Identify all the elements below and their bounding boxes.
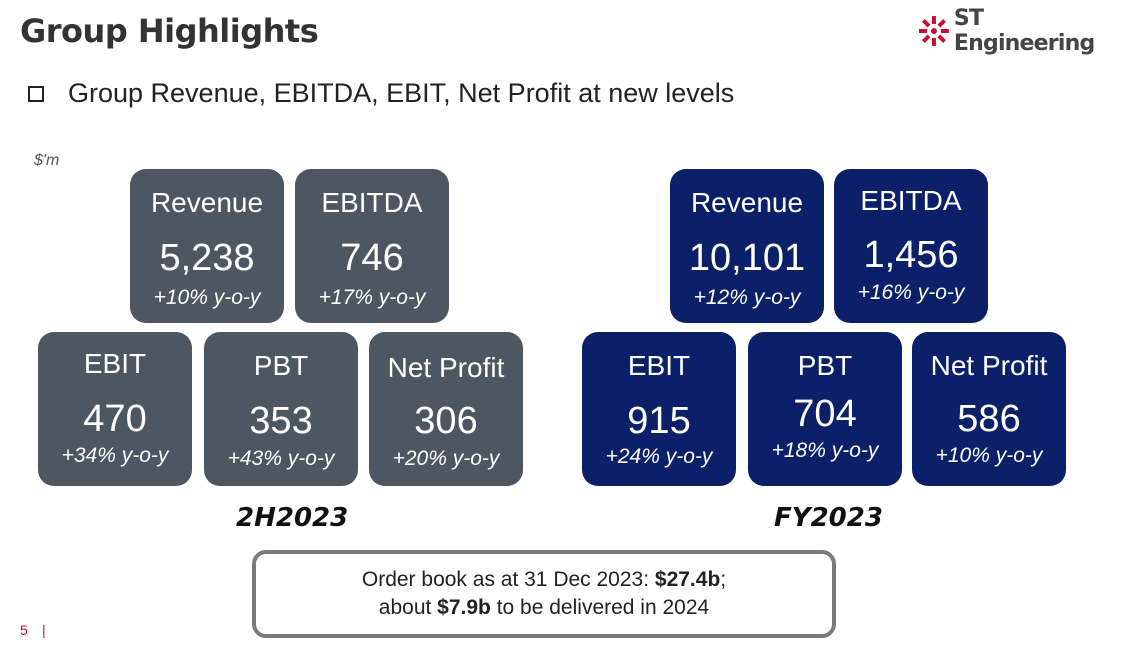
checkbox-bullet-icon: [28, 85, 44, 102]
h2-pbt-tile: PBT 353 +43% y-o-y: [204, 332, 358, 486]
tile-label: EBITDA: [860, 185, 962, 216]
page-separator: |: [42, 622, 46, 638]
tile-value: 306: [414, 400, 478, 442]
tile-change: +34% y-o-y: [61, 444, 169, 467]
tile-value: 10,101: [688, 237, 806, 279]
delivery-amount: $7.9b: [437, 596, 491, 619]
order-book-callout: Order book as at 31 Dec 2023: $27.4b; ab…: [252, 550, 836, 638]
tile-label: PBT: [253, 350, 309, 381]
order-book-amount: $27.4b: [654, 568, 721, 591]
tile-label: Revenue: [150, 187, 264, 218]
tile-value: 470: [83, 398, 147, 440]
fy-net-profit-tile: Net Profit 586 +10% y-o-y: [912, 332, 1066, 486]
tile-value: 704: [793, 393, 857, 435]
h2-ebitda-tile: EBITDA 746 +17% y-o-y: [295, 169, 449, 323]
delivery-text-suffix: to be delivered in 2024: [490, 596, 710, 619]
tile-change: +17% y-o-y: [318, 286, 426, 309]
tile-label: EBIT: [83, 348, 147, 379]
fy-pbt-tile: PBT 704 +18% y-o-y: [748, 332, 902, 486]
tile-label: Net Profit: [930, 350, 1048, 381]
tile-value: 1,456: [863, 234, 959, 276]
tile-value: 5,238: [159, 237, 255, 279]
h2-period-label: 2H2023: [236, 503, 349, 533]
tile-change: +20% y-o-y: [392, 447, 500, 470]
tile-change: +16% y-o-y: [857, 281, 965, 304]
tile-value: 746: [340, 237, 404, 279]
tile-label: EBITDA: [321, 187, 423, 218]
delivery-text-prefix: about: [378, 596, 438, 619]
page-number: 5: [20, 622, 28, 638]
tile-change: +43% y-o-y: [227, 447, 335, 470]
h2-net-profit-tile: Net Profit 306 +20% y-o-y: [369, 332, 523, 486]
tile-change: +24% y-o-y: [605, 445, 713, 468]
tile-label: PBT: [797, 350, 853, 381]
h2-revenue-tile: Revenue 5,238 +10% y-o-y: [130, 169, 284, 323]
tile-label: EBIT: [627, 350, 691, 381]
logo-text: ST Engineering: [953, 6, 1095, 56]
tile-value: 586: [957, 398, 1021, 440]
tile-value: 915: [627, 400, 691, 442]
tile-change: +18% y-o-y: [771, 439, 879, 462]
fy-ebitda-tile: EBITDA 1,456 +16% y-o-y: [834, 169, 988, 323]
headline-text: Group Revenue, EBITDA, EBIT, Net Profit …: [68, 78, 735, 108]
tile-label: Net Profit: [387, 352, 505, 383]
h2-ebit-tile: EBIT 470 +34% y-o-y: [38, 332, 192, 486]
tile-change: +10% y-o-y: [935, 444, 1043, 467]
order-book-line-2: about $7.9b to be delivered in 2024: [256, 594, 832, 622]
order-book-text: Order book as at 31 Dec 2023:: [361, 568, 655, 591]
unit-label: $'m: [34, 152, 60, 169]
logo-star-icon: [918, 16, 949, 46]
tile-label: Revenue: [690, 187, 804, 218]
tile-change: +10% y-o-y: [153, 286, 261, 309]
company-logo: ST Engineering: [918, 6, 1130, 56]
order-book-line-1: Order book as at 31 Dec 2023: $27.4b;: [256, 566, 832, 594]
page-title: Group Highlights: [20, 12, 319, 50]
tile-change: +12% y-o-y: [693, 286, 801, 309]
fy-ebit-tile: EBIT 915 +24% y-o-y: [582, 332, 736, 486]
headline-bullet: Group Revenue, EBITDA, EBIT, Net Profit …: [28, 78, 734, 109]
tile-value: 353: [249, 400, 313, 442]
fy-revenue-tile: Revenue 10,101 +12% y-o-y: [670, 169, 824, 323]
fy-period-label: FY2023: [774, 503, 883, 533]
order-book-punct: ;: [720, 568, 727, 591]
